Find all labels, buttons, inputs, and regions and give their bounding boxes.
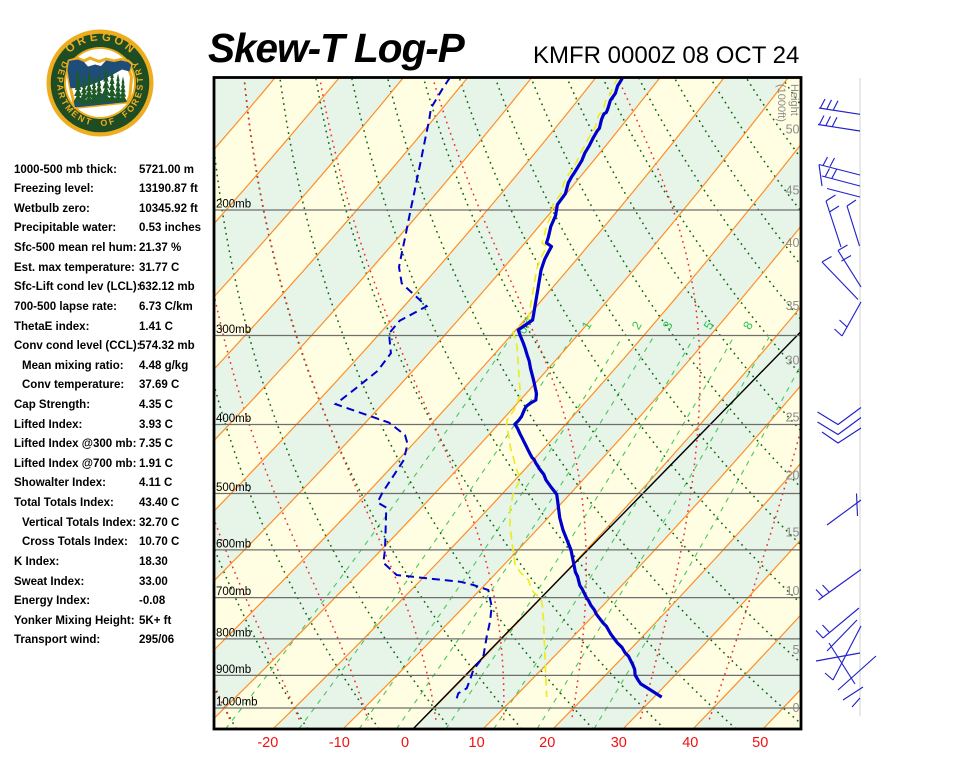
svg-text:E: E <box>89 31 99 44</box>
svg-text:R: R <box>133 67 145 76</box>
svg-text:200mb: 200mb <box>216 199 251 211</box>
svg-text:50: 50 <box>752 735 768 751</box>
svg-text:R: R <box>129 97 141 108</box>
svg-text:20: 20 <box>786 469 800 483</box>
svg-text:900mb: 900mb <box>216 664 251 676</box>
svg-text:0: 0 <box>793 701 800 715</box>
svg-text:20: 20 <box>539 735 555 751</box>
svg-text:T: T <box>135 76 145 83</box>
svg-text:(1000ft): (1000ft) <box>775 84 787 122</box>
svg-text:T: T <box>59 98 71 108</box>
svg-text:5: 5 <box>793 643 800 657</box>
svg-text:30: 30 <box>786 354 800 368</box>
svg-text:P: P <box>55 76 65 83</box>
svg-text:-20: -20 <box>257 735 278 751</box>
svg-text:D: D <box>58 60 70 70</box>
svg-text:800mb: 800mb <box>216 627 251 639</box>
svg-text:G: G <box>101 31 112 44</box>
svg-text:15: 15 <box>786 525 800 539</box>
svg-text:35: 35 <box>786 299 800 313</box>
svg-text:1000mb: 1000mb <box>216 697 258 709</box>
svg-text:S: S <box>134 84 145 91</box>
svg-text:A: A <box>55 84 66 92</box>
svg-text:Height: Height <box>788 84 800 116</box>
svg-text:40: 40 <box>682 735 698 751</box>
svg-text:E: E <box>69 108 80 120</box>
svg-text:600mb: 600mb <box>216 538 251 550</box>
svg-text:-10: -10 <box>329 735 350 751</box>
svg-text:0: 0 <box>401 735 409 751</box>
svg-text:F: F <box>120 108 131 120</box>
svg-text:45: 45 <box>786 184 800 198</box>
svg-text:T: T <box>84 116 93 127</box>
svg-text:O: O <box>100 117 108 128</box>
svg-text:O: O <box>125 103 137 115</box>
svg-text:10: 10 <box>786 584 800 598</box>
svg-text:F: F <box>108 116 117 127</box>
svg-text:N: N <box>76 112 86 124</box>
svg-text:40: 40 <box>786 236 800 250</box>
svg-text:300mb: 300mb <box>216 324 251 336</box>
svg-text:700mb: 700mb <box>216 586 251 598</box>
svg-text:R: R <box>56 91 68 101</box>
svg-text:E: E <box>56 68 67 77</box>
svg-text:500mb: 500mb <box>216 482 251 494</box>
svg-text:25: 25 <box>786 411 800 425</box>
svg-text:E: E <box>132 91 143 100</box>
svg-text:400mb: 400mb <box>216 413 251 425</box>
svg-text:50: 50 <box>786 123 800 137</box>
svg-text:30: 30 <box>611 735 627 751</box>
svg-text:10: 10 <box>469 735 485 751</box>
svg-text:Y: Y <box>130 60 142 70</box>
